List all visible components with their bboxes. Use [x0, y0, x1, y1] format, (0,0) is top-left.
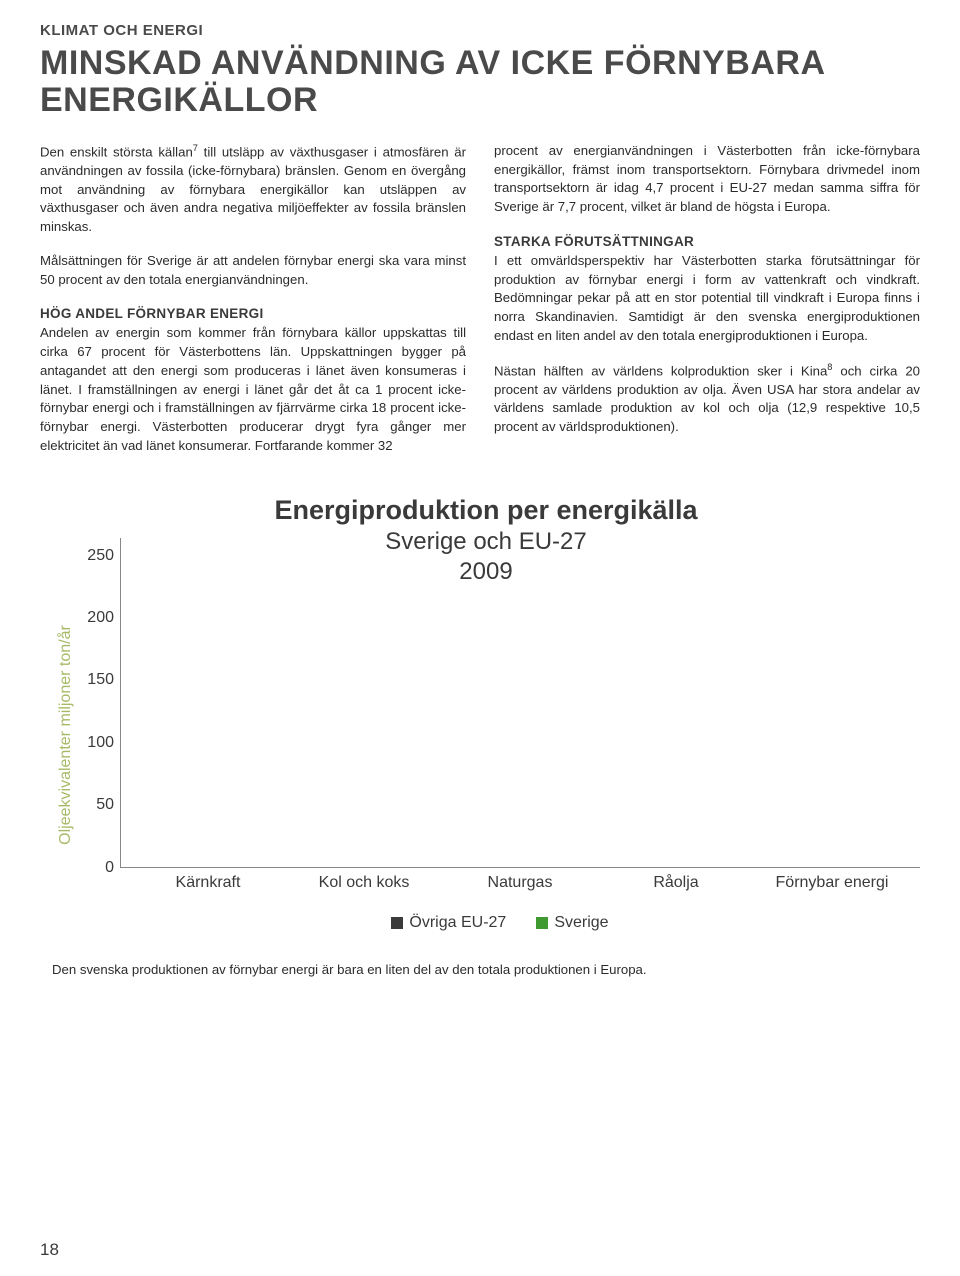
- ytick-label: 250: [87, 547, 114, 565]
- para-left-3: Andelen av energin som kommer från förny…: [40, 324, 466, 455]
- legend-swatch: [536, 917, 548, 929]
- chart-caption: Den svenska produktionen av förnybar ene…: [52, 962, 920, 977]
- subhead-left-1: HÖG ANDEL FÖRNYBAR ENERGI: [40, 304, 466, 323]
- chart-yticks: 250200150100500: [80, 538, 120, 868]
- chart: Energiproduktion per energikälla Sverige…: [40, 495, 920, 977]
- para-left-2: Målsättningen för Sverige är att andelen…: [40, 252, 466, 289]
- chart-legend: Övriga EU-27 Sverige: [80, 914, 920, 932]
- column-right: procent av energianvändningen i Västerbo…: [494, 142, 920, 471]
- ytick-label: 0: [105, 859, 114, 877]
- chart-ylabel: Oljeekvivalenter miljoner ton/år: [57, 625, 75, 845]
- page-title: MINSKAD ANVÄNDNING AV ICKE FÖRNYBARA ENE…: [40, 45, 920, 120]
- xtick-label: Förnybar energi: [754, 874, 910, 892]
- bar-slot: [754, 538, 910, 867]
- xtick-label: Naturgas: [442, 874, 598, 892]
- xtick-label: Råolja: [598, 874, 754, 892]
- para-right-2: I ett omvärldsperspektiv har Västerbotte…: [494, 252, 920, 346]
- legend-swatch: [391, 917, 403, 929]
- page-number: 18: [40, 1240, 59, 1260]
- kicker: KLIMAT OCH ENERGI: [40, 22, 920, 39]
- bar-slot: [131, 538, 287, 867]
- legend-label: Sverige: [554, 914, 608, 932]
- legend-item: Sverige: [536, 914, 608, 932]
- ytick-label: 200: [87, 609, 114, 627]
- subhead-right-1: STARKA FÖRUTSÄTTNINGAR: [494, 232, 920, 251]
- xtick-label: Kol och koks: [286, 874, 442, 892]
- para-right-3: Nästan hälften av världens kolproduktion…: [494, 361, 920, 437]
- chart-title: Energiproduktion per energikälla: [52, 495, 920, 526]
- ytick-label: 50: [96, 796, 114, 814]
- ytick-label: 150: [87, 671, 114, 689]
- chart-xlabels: KärnkraftKol och koksNaturgasRåoljaFörny…: [120, 868, 920, 892]
- xtick-label: Kärnkraft: [130, 874, 286, 892]
- bar-slot: [598, 538, 754, 867]
- bar-slot: [287, 538, 443, 867]
- chart-plot-area: [120, 538, 920, 868]
- legend-label: Övriga EU-27: [409, 914, 506, 932]
- legend-item: Övriga EU-27: [391, 914, 506, 932]
- body-columns: Den enskilt största källan7 till utsläpp…: [40, 142, 920, 471]
- bar-slot: [443, 538, 599, 867]
- para-left-1: Den enskilt största källan7 till utsläpp…: [40, 142, 466, 237]
- para-right-1: procent av energianvändningen i Västerbo…: [494, 142, 920, 217]
- column-left: Den enskilt största källan7 till utsläpp…: [40, 142, 466, 471]
- ytick-label: 100: [87, 734, 114, 752]
